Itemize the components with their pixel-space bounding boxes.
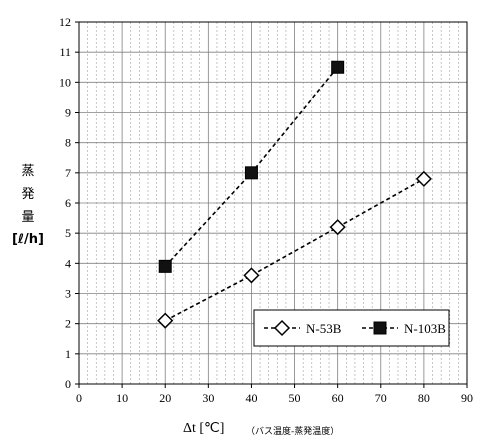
series-line-1 [164,178,425,322]
x-tick-label: 20 [159,391,171,405]
y-tick-label: 4 [65,256,71,270]
x-tick-label: 0 [76,391,82,405]
data-point-series-2 [158,259,172,273]
y-axis-label-char-1: 蒸 [21,164,35,179]
legend-label-series-1: N-53B [306,321,342,336]
y-axis-label-char-3: 量 [21,210,35,225]
y-tick-label: 2 [65,317,71,331]
x-tick-label: 90 [461,391,473,405]
data-point-series-2 [244,166,258,180]
x-tick-label: 10 [116,391,128,405]
y-tick-label: 12 [59,15,71,29]
y-tick-label: 9 [65,106,71,120]
y-tick-label: 0 [65,377,71,391]
x-tick-label: 50 [289,391,301,405]
x-tick-label: 40 [245,391,257,405]
y-tick-label: 10 [59,75,71,89]
x-tick-label: 80 [418,391,430,405]
data-point-series-1 [157,312,174,329]
data-point-series-1 [415,170,432,187]
y-tick-label: 8 [65,136,71,150]
y-tick-label: 6 [65,196,71,210]
data-point-series-2 [331,60,345,74]
y-tick-label: 7 [65,166,71,180]
y-tick-label: 5 [65,226,71,240]
x-axis-label: Δt [℃] [183,421,225,436]
x-tick-label: 70 [375,391,387,405]
legend-marker-series-1 [273,319,291,337]
x-tick-label: 60 [332,391,344,405]
y-tick-label: 11 [59,45,71,59]
y-axis-label-char-2: 発 [21,187,35,202]
legend-label-series-2: N-103B [404,321,446,336]
legend-marker-series-2 [373,321,387,335]
data-point-series-1 [243,267,260,284]
y-tick-label: 3 [65,287,71,301]
y-axis-unit: [ℓ/h] [11,232,45,247]
x-axis-label-note: （バス温度-蒸発温度） [246,427,340,437]
y-tick-label: 1 [65,347,71,361]
data-point-series-1 [329,219,346,236]
x-tick-label: 30 [202,391,214,405]
